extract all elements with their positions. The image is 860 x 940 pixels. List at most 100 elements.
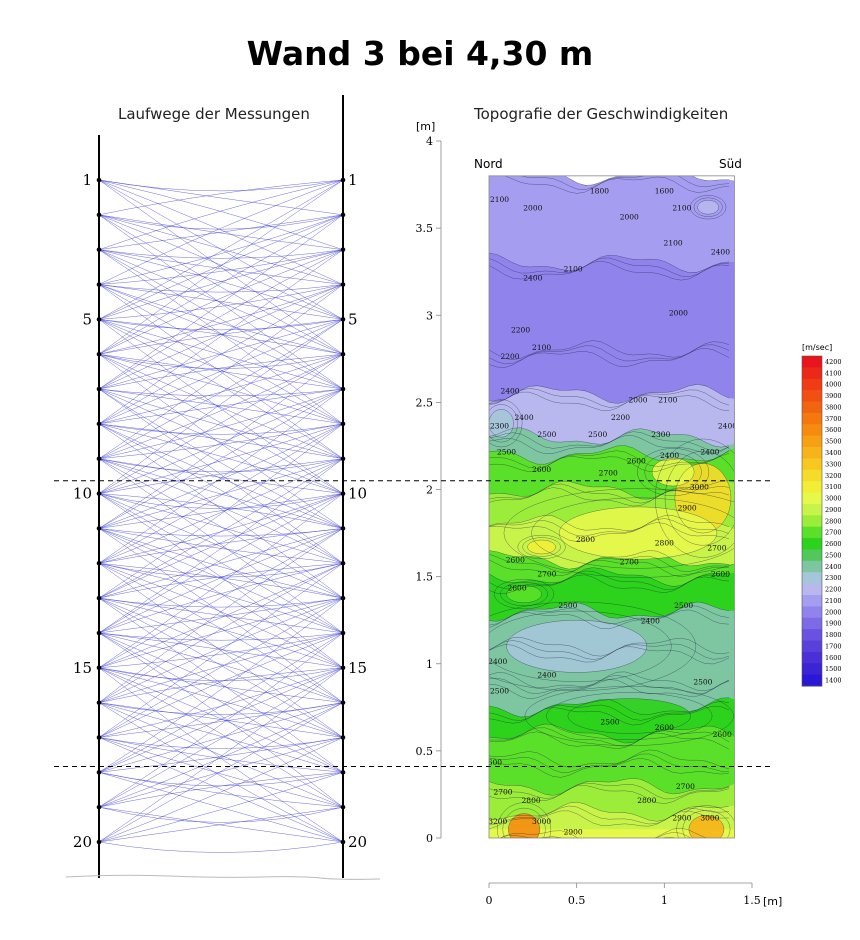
- sensor-dot-right: [340, 526, 346, 531]
- ray-path: [98, 458, 344, 599]
- colorbar-swatch: [802, 503, 822, 516]
- sensor-dot-left: [96, 317, 102, 322]
- contour-line: [546, 692, 713, 740]
- ray-path: [98, 353, 344, 425]
- ray-path: [98, 632, 344, 773]
- x-unit-label: [m]: [763, 895, 782, 908]
- ray-path: [98, 284, 344, 320]
- contour-line: [506, 585, 542, 604]
- contour-line: [489, 409, 514, 438]
- velocity-feature: [697, 200, 719, 215]
- contour-line: [489, 605, 730, 626]
- ray-path: [98, 632, 344, 738]
- contour-line: [664, 450, 735, 546]
- sensor-dot-left: [96, 735, 102, 740]
- ray-path: [98, 597, 344, 738]
- contour-line: [489, 452, 730, 472]
- colorbar-swatch: [802, 549, 822, 562]
- ray-path: [98, 493, 344, 529]
- y-tick-label: 1.5: [416, 571, 434, 584]
- sensor-dot-right: [340, 212, 346, 218]
- sensor-dot-right: [340, 804, 346, 810]
- x-tick-label: 0: [486, 894, 493, 907]
- contour-line: [503, 488, 735, 578]
- ray-path: [98, 179, 344, 320]
- sensor-dot-right: [340, 491, 346, 496]
- contour-line: [489, 518, 730, 537]
- contour-line: [508, 813, 541, 839]
- ray-path: [98, 214, 344, 390]
- ray-path: [98, 563, 344, 738]
- colorbar-tick-label: 2700: [825, 529, 842, 537]
- ray-path: [98, 179, 344, 285]
- ray-path: [98, 597, 344, 773]
- contour-line: [496, 802, 552, 839]
- contour-label: 1600: [655, 186, 674, 195]
- sensor-dot-right: [340, 560, 346, 566]
- ray-path: [98, 179, 344, 250]
- contour-line: [502, 837, 676, 839]
- ray-path: [98, 423, 344, 494]
- ray-path: [98, 284, 344, 355]
- ray-path: [98, 423, 344, 494]
- rays-panel-title: Laufwege der Messungen: [118, 105, 310, 123]
- ray-path: [98, 249, 344, 285]
- contour-line: [489, 574, 730, 594]
- sensor-label-right: 10: [348, 485, 367, 503]
- ray-paths-layer: [98, 179, 344, 853]
- ray-path: [98, 388, 344, 459]
- ray-path: [98, 702, 344, 808]
- ray-path: [98, 458, 344, 529]
- contour-line: [489, 483, 730, 504]
- ray-path: [98, 249, 344, 390]
- ray-path: [98, 214, 344, 230]
- south-label: Süd: [719, 157, 742, 171]
- y-tick-label: 4: [426, 135, 433, 148]
- ray-path: [98, 493, 344, 529]
- ray-path: [98, 563, 344, 703]
- ray-path: [98, 737, 344, 773]
- colorbar-tick-label: 1700: [825, 642, 842, 650]
- contour-label: 2400: [711, 247, 730, 256]
- contour-line: [489, 671, 730, 692]
- ray-path: [98, 214, 344, 355]
- ray-path: [98, 493, 344, 634]
- sensor-dot-right: [340, 317, 346, 322]
- contour-line: [693, 197, 723, 217]
- ray-path: [98, 319, 344, 459]
- contour-line: [567, 698, 691, 734]
- contour-label: 2000: [628, 395, 647, 404]
- ray-path: [98, 179, 344, 355]
- contour-line: [527, 539, 556, 555]
- contour-label: 2400: [523, 273, 542, 282]
- contour-label: 2400: [500, 387, 519, 396]
- colorbar-swatch: [802, 458, 822, 471]
- ray-path: [98, 179, 344, 320]
- colorbar-tick-label: 3100: [825, 483, 842, 491]
- ray-path: [98, 597, 344, 703]
- y-axis: 0 0.5 1 1.5 2 2.5 3 3.5 4: [416, 135, 442, 845]
- ray-path: [98, 319, 344, 494]
- contour-label: 2100: [658, 395, 677, 404]
- colorbar-swatch: [802, 560, 822, 573]
- ray-path: [98, 423, 344, 529]
- ray-path: [98, 702, 344, 773]
- sensor-dot-left: [96, 770, 102, 775]
- contour-label: 2100: [672, 204, 691, 213]
- contour-label: 2500: [588, 430, 607, 439]
- ray-path: [98, 249, 344, 355]
- sensor-label-left: 10: [73, 485, 92, 503]
- ray-path: [98, 772, 344, 808]
- contour-label: 2600: [655, 723, 674, 732]
- sensor-label-left: 20: [73, 833, 92, 851]
- sensor-dot-right: [340, 839, 346, 845]
- contour-label: 2500: [674, 601, 693, 610]
- contour-line: [489, 404, 519, 443]
- contour-label: 3000: [700, 814, 719, 823]
- ray-path: [98, 354, 344, 529]
- ray-path: [98, 528, 344, 599]
- contour-line: [489, 391, 730, 412]
- ray-path: [98, 423, 344, 529]
